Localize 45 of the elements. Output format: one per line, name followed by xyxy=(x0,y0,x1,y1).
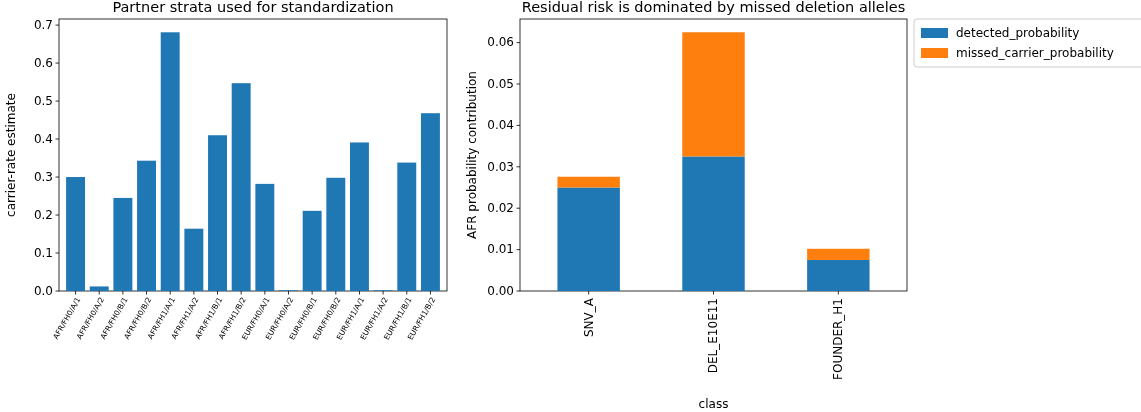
y-tick-label: 0.0 xyxy=(33,283,53,298)
y-tick-label: 0.7 xyxy=(33,17,53,32)
y-tick-label: 0.06 xyxy=(487,35,514,50)
x-tick-label: SNV_A xyxy=(581,297,596,338)
y-tick-label: 0.00 xyxy=(487,283,514,298)
bar xyxy=(66,177,86,291)
y-tick-label: 0.6 xyxy=(33,55,53,70)
x-tick-label: FOUNDER_H1 xyxy=(831,298,846,380)
y-axis-title: AFR probability contribution xyxy=(465,71,479,239)
bar xyxy=(350,142,369,291)
bar xyxy=(137,160,156,291)
y-tick-label: 0.05 xyxy=(487,76,514,91)
y-tick-label: 0.3 xyxy=(33,169,53,184)
chart-title: Partner strata used for standardization xyxy=(112,0,394,15)
legend-label: missed_carrier_probability xyxy=(956,45,1114,60)
y-tick-label: 0.4 xyxy=(33,131,53,146)
bar xyxy=(113,197,133,291)
y-tick-label: 0.2 xyxy=(33,207,53,222)
y-tick-label: 0.04 xyxy=(487,118,514,133)
bar xyxy=(160,32,180,291)
bar xyxy=(397,162,417,291)
y-tick-label: 0.5 xyxy=(33,93,53,108)
bar xyxy=(255,183,275,291)
bar xyxy=(420,113,440,291)
y-tick-label: 0.02 xyxy=(487,201,514,216)
bar xyxy=(557,176,620,188)
chart-title: Residual risk is dominated by missed deletion alleles xyxy=(521,0,906,15)
y-axis-title: carrier-rate estimate xyxy=(4,93,18,217)
x-tick-label: DEL_E10E11 xyxy=(706,298,721,374)
bar xyxy=(557,187,620,291)
bar xyxy=(326,177,346,291)
bar xyxy=(807,259,870,291)
bar xyxy=(231,83,251,291)
bar xyxy=(184,228,204,291)
bar xyxy=(89,286,109,291)
bar xyxy=(807,248,870,260)
bar xyxy=(682,32,745,157)
y-tick-label: 0.01 xyxy=(487,242,514,257)
x-axis-title: class xyxy=(698,397,729,411)
y-tick-label: 0.03 xyxy=(487,159,514,174)
y-tick-label: 0.1 xyxy=(33,245,53,260)
bar xyxy=(302,210,322,291)
bar xyxy=(682,156,745,291)
legend-label: detected_probability xyxy=(956,25,1080,40)
bar xyxy=(208,135,227,291)
